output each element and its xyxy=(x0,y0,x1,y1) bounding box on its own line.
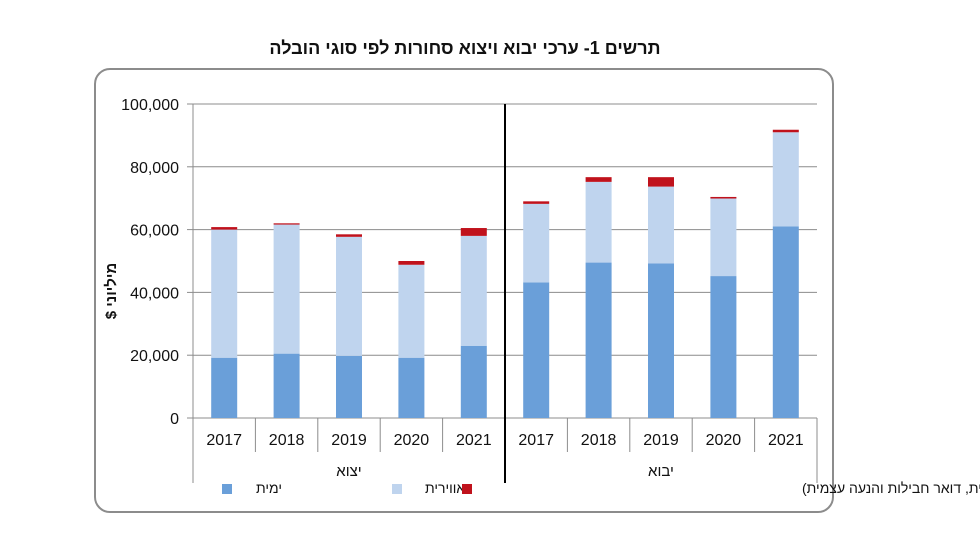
y-tick-label: 60,000 xyxy=(130,223,179,240)
x-tick-label: 2018 xyxy=(581,432,617,449)
bar-segment-1 xyxy=(585,262,612,418)
x-tick-label: 2019 xyxy=(331,432,367,449)
legend-label: אחר (יבשתית, דואר חבילות והנעה עצמית) xyxy=(802,480,980,496)
bar-segment-2 xyxy=(273,224,300,354)
bar-segment-1 xyxy=(710,276,737,418)
group-label: יצוא xyxy=(336,463,361,480)
y-tick-label: 100,000 xyxy=(121,97,179,114)
y-axis-label: מיליוני $ xyxy=(103,263,120,320)
bar-segment-3 xyxy=(648,177,674,187)
bar-segment-2 xyxy=(398,264,425,358)
bar-segment-3 xyxy=(523,201,550,204)
bar-segment-1 xyxy=(523,282,550,418)
x-tick-label: 2017 xyxy=(518,432,554,449)
bar-segment-2 xyxy=(211,229,238,358)
x-tick-label: 2020 xyxy=(706,432,742,449)
bar-segment-2 xyxy=(710,198,737,277)
bar-segment-2 xyxy=(648,186,674,264)
chart-title: תרשים 1- ערכי יבוא ויצוא סחורות לפי סוגי… xyxy=(269,38,661,58)
bar-segment-2 xyxy=(772,132,799,227)
bar-segment-1 xyxy=(398,357,425,418)
bar-segment-2 xyxy=(460,235,487,346)
bar-segment-2 xyxy=(523,203,550,283)
x-tick-label: 2019 xyxy=(643,432,679,449)
bar-segment-3 xyxy=(273,223,300,225)
y-tick-label: 20,000 xyxy=(130,348,179,365)
legend-swatch xyxy=(392,484,402,494)
x-tick-label: 2017 xyxy=(206,432,242,449)
x-tick-label: 2020 xyxy=(394,432,430,449)
y-tick-label: 80,000 xyxy=(130,160,179,177)
bar-segment-3 xyxy=(772,129,799,133)
x-tick-label: 2018 xyxy=(269,432,305,449)
bar-segment-2 xyxy=(336,236,362,356)
bar-segment-3 xyxy=(398,261,425,265)
bar-segment-3 xyxy=(710,196,737,199)
y-tick-label: 0 xyxy=(170,411,179,428)
bar-segment-1 xyxy=(211,357,238,418)
x-tick-label: 2021 xyxy=(456,432,492,449)
legend-label: ימית xyxy=(256,480,282,496)
bar-segment-3 xyxy=(585,177,612,182)
legend-swatch xyxy=(462,484,472,494)
bar-segment-3 xyxy=(460,228,487,236)
legend-swatch xyxy=(222,484,232,494)
bar-segment-1 xyxy=(273,353,300,418)
bar-segment-1 xyxy=(336,355,362,418)
bar-segment-3 xyxy=(336,234,362,237)
y-tick-label: 40,000 xyxy=(130,285,179,302)
bar-segment-1 xyxy=(772,226,799,418)
legend-label: אווירית xyxy=(425,480,465,496)
bar-segment-1 xyxy=(460,345,487,418)
group-label: יבוא xyxy=(648,463,674,480)
bar-segment-2 xyxy=(585,181,612,263)
x-tick-label: 2021 xyxy=(768,432,804,449)
bar-segment-1 xyxy=(648,263,674,418)
bar-segment-3 xyxy=(211,227,238,230)
